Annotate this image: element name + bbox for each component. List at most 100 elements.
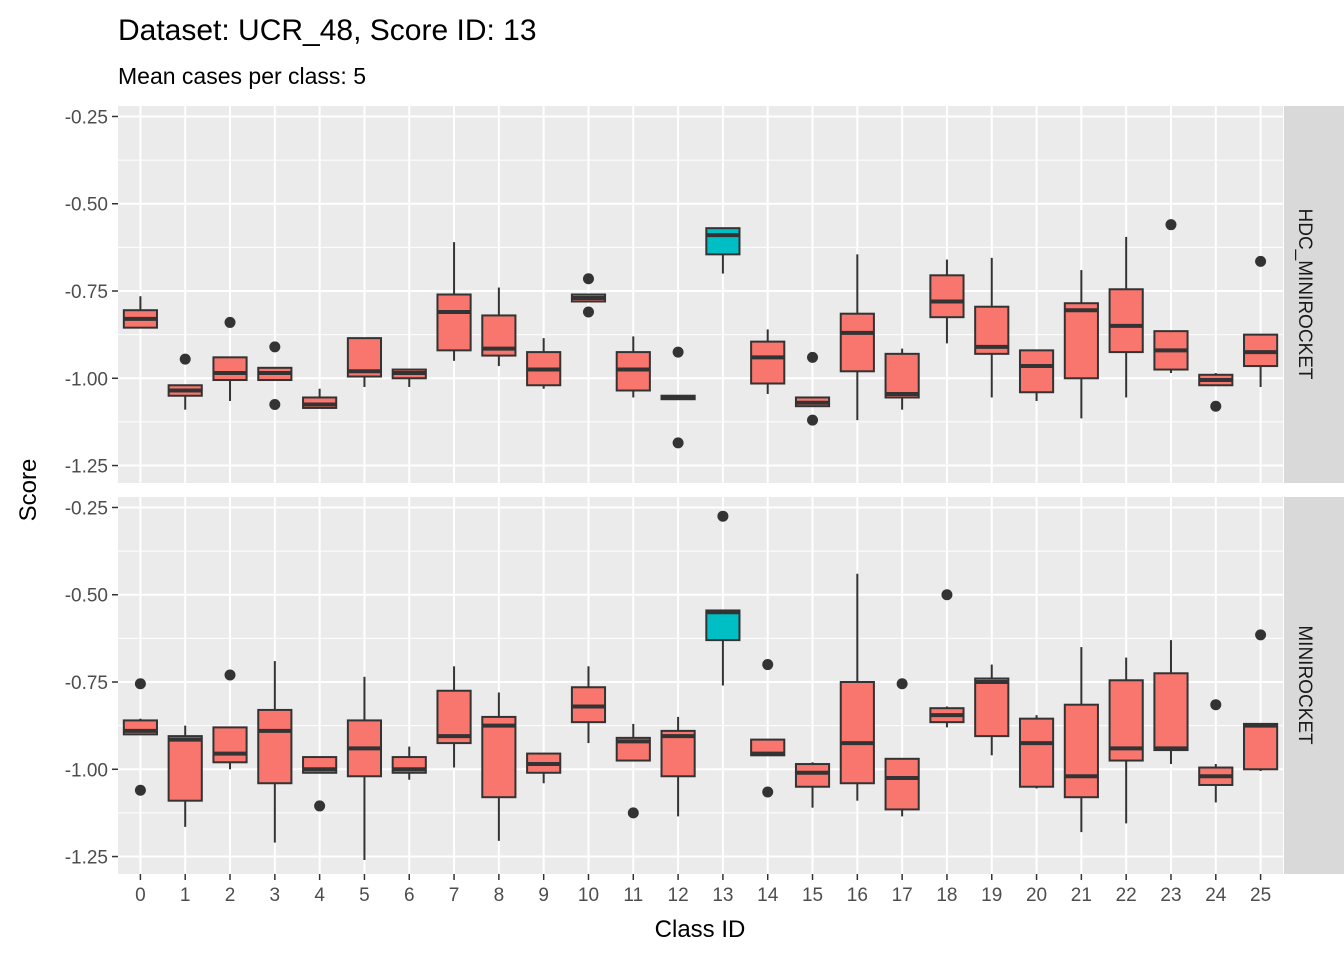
box-class-5 — [346, 676, 383, 861]
box-class-8 — [481, 287, 517, 367]
strip-label-hdc-minirocket: HDC_MINIROCKET — [1294, 208, 1315, 379]
x-tick-label: 25 — [1250, 885, 1271, 906]
box-class-15 — [794, 351, 831, 426]
box-class-6 — [391, 368, 427, 388]
outlier-point — [627, 807, 639, 819]
box-class-0 — [122, 678, 158, 796]
y-axis-title: Score — [15, 459, 42, 522]
outlier-point — [807, 414, 819, 426]
box-class-24 — [1198, 699, 1234, 803]
box-class-18 — [929, 259, 965, 344]
box-class-21 — [1063, 270, 1099, 419]
box-class-9 — [526, 338, 562, 389]
box-iqr — [839, 681, 875, 785]
box-class-7 — [436, 242, 472, 361]
box-iqr — [839, 312, 875, 373]
x-tick-label: 8 — [494, 885, 505, 906]
y-tick-label: -0.50 — [65, 586, 108, 607]
box-iqr — [615, 736, 651, 762]
y-tick-label: -0.25 — [65, 498, 108, 519]
strip-label-minirocket: MINIROCKET — [1294, 625, 1315, 745]
box-iqr — [884, 757, 920, 811]
box-class-13 — [705, 510, 741, 686]
x-tick-label: 9 — [538, 885, 549, 906]
box-class-23 — [1153, 219, 1189, 374]
panel-background — [118, 106, 1283, 483]
x-tick-label: 10 — [578, 885, 599, 906]
box-class-10 — [570, 666, 607, 744]
box-iqr — [1108, 288, 1144, 354]
panel-gridlines — [118, 106, 1283, 483]
box-class-19 — [974, 664, 1010, 756]
x-tick-label: 7 — [449, 885, 460, 906]
y-tick-label: -1.25 — [65, 848, 108, 869]
panel-hdc-minirocket: HDC_MINIROCKET -0.25 -0.50 -0.75 -1.00 -1.25 — [65, 106, 1344, 483]
box-iqr — [750, 340, 786, 385]
y-tick-label: -1.00 — [65, 760, 108, 781]
outlier-point — [1210, 400, 1222, 412]
x-tick-label: 2 — [225, 885, 236, 906]
box-class-18 — [929, 589, 965, 728]
x-tick-label: 11 — [623, 885, 643, 906]
box-class-20 — [1018, 349, 1055, 401]
outlier-point — [269, 341, 281, 353]
box-class-17 — [884, 348, 920, 410]
box-class-4 — [302, 388, 338, 409]
outlier-point — [314, 800, 326, 812]
box-class-1 — [167, 353, 203, 410]
box-iqr — [705, 609, 741, 642]
outlier-point — [1255, 629, 1267, 641]
box-class-8 — [481, 692, 517, 841]
outlier-point — [762, 659, 774, 671]
box-class-10 — [570, 273, 607, 318]
x-tick-label: 1 — [180, 885, 191, 906]
x-tick-label: 13 — [712, 885, 733, 906]
outlier-point — [1165, 219, 1177, 231]
strip-background — [1284, 497, 1344, 874]
y-tick-label: -0.50 — [65, 195, 108, 216]
box-class-22 — [1108, 657, 1144, 824]
y-tick-label: -0.75 — [65, 673, 108, 694]
outlier-point — [896, 678, 908, 690]
box-class-0 — [122, 296, 158, 329]
outlier-point — [1255, 255, 1267, 267]
y-tick-label: -0.25 — [65, 107, 108, 128]
box-class-15 — [794, 762, 831, 808]
box-class-14 — [750, 659, 786, 798]
x-tick-label: 0 — [135, 885, 146, 906]
box-class-19 — [974, 257, 1010, 398]
box-class-12 — [660, 346, 696, 449]
x-tick-label: 20 — [1026, 885, 1047, 906]
box-iqr — [212, 356, 248, 382]
box-class-12 — [660, 716, 696, 817]
x-tick-label: 3 — [270, 885, 281, 906]
x-tick-label: 6 — [404, 885, 415, 906]
box-iqr — [481, 715, 517, 799]
x-tick-label: 22 — [1116, 885, 1137, 906]
x-tick-label: 15 — [802, 885, 823, 906]
outlier-point — [582, 273, 594, 285]
box-class-1 — [167, 725, 203, 827]
y-tick-labels: -0.25 -0.50 -0.75 -1.00 -1.25 — [65, 498, 118, 869]
box-class-5 — [346, 337, 383, 388]
x-tick-label: 21 — [1071, 885, 1092, 906]
box-iqr — [1243, 722, 1279, 771]
x-tick-label: 19 — [981, 885, 1002, 906]
x-tick-label: 23 — [1160, 885, 1181, 906]
box-iqr — [705, 227, 741, 256]
box-class-9 — [526, 752, 562, 784]
outlier-point — [269, 398, 281, 410]
box-class-11 — [615, 723, 651, 819]
box-class-4 — [302, 756, 338, 812]
y-tick-labels: -0.25 -0.50 -0.75 -1.00 -1.25 — [65, 107, 118, 478]
outlier-point — [224, 316, 236, 328]
x-tick-label: 18 — [936, 885, 957, 906]
outlier-point — [134, 678, 146, 690]
y-tick-label: -1.00 — [65, 369, 108, 390]
box-iqr — [1063, 302, 1099, 380]
panel-background — [118, 497, 1283, 874]
strip-background — [1284, 106, 1344, 483]
box-class-22 — [1108, 236, 1144, 398]
box-iqr — [1153, 672, 1189, 752]
box-iqr — [167, 735, 203, 802]
